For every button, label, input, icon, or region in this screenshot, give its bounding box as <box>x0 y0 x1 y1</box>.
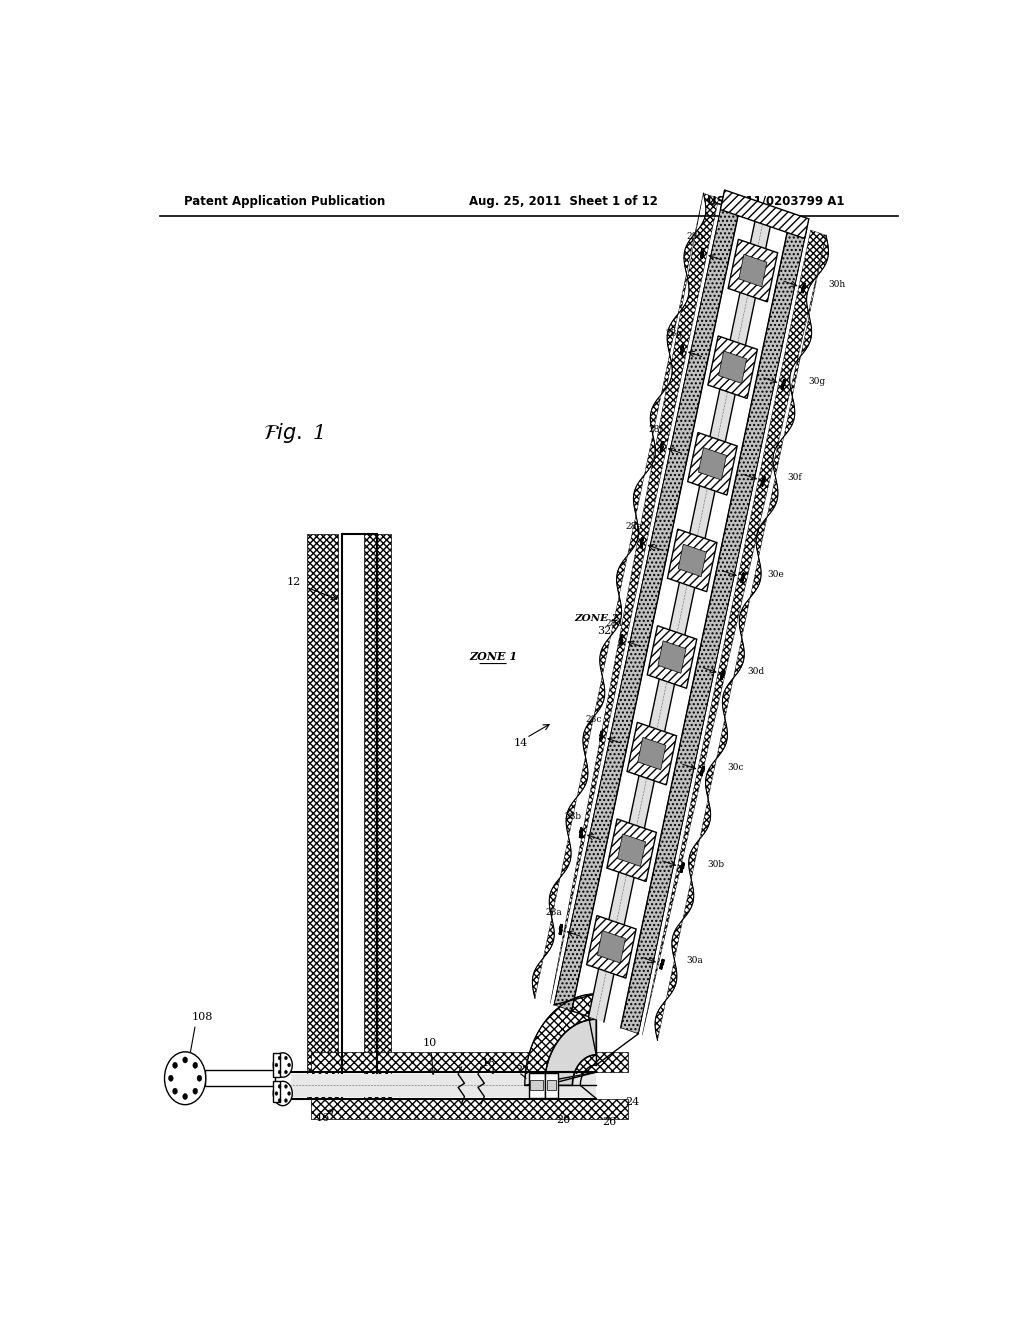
Bar <box>273 1053 280 1077</box>
Bar <box>310 1098 628 1119</box>
Circle shape <box>197 1076 202 1081</box>
Bar <box>273 1081 280 1102</box>
Bar <box>205 1071 274 1086</box>
Circle shape <box>173 1063 177 1068</box>
Text: 30c: 30c <box>727 763 743 772</box>
Text: 30e: 30e <box>768 570 784 579</box>
Polygon shape <box>668 529 717 591</box>
Circle shape <box>285 1085 288 1088</box>
Text: Patent Application Publication: Patent Application Publication <box>183 194 385 207</box>
Text: 28e: 28e <box>626 521 643 531</box>
Polygon shape <box>532 193 719 1003</box>
Circle shape <box>285 1071 288 1074</box>
Polygon shape <box>554 199 740 1011</box>
Text: 30h: 30h <box>828 280 846 289</box>
Text: 28f: 28f <box>648 425 663 434</box>
Circle shape <box>182 1057 187 1063</box>
Text: 10: 10 <box>423 1038 436 1048</box>
Text: 30a: 30a <box>687 957 703 965</box>
Polygon shape <box>627 722 677 785</box>
Circle shape <box>273 1053 292 1077</box>
Bar <box>306 535 338 1098</box>
Bar <box>546 1073 558 1097</box>
Text: 30d: 30d <box>748 667 765 676</box>
Polygon shape <box>621 223 807 1034</box>
Circle shape <box>165 1052 206 1105</box>
Text: 22: 22 <box>515 1065 529 1074</box>
Text: 20: 20 <box>556 1115 570 1125</box>
Polygon shape <box>589 211 772 1022</box>
Text: 28c: 28c <box>586 715 602 725</box>
Text: ZONE 2: ZONE 2 <box>574 614 620 623</box>
Circle shape <box>193 1088 198 1094</box>
Polygon shape <box>642 230 828 1040</box>
Polygon shape <box>617 834 646 866</box>
Circle shape <box>279 1056 281 1060</box>
Circle shape <box>169 1076 173 1081</box>
Polygon shape <box>587 916 636 978</box>
Bar <box>364 535 391 1098</box>
Polygon shape <box>597 931 626 964</box>
Polygon shape <box>698 447 726 480</box>
Text: Aug. 25, 2011  Sheet 1 of 12: Aug. 25, 2011 Sheet 1 of 12 <box>469 194 658 207</box>
Text: 108: 108 <box>191 1012 213 1022</box>
Polygon shape <box>524 994 596 1085</box>
Polygon shape <box>545 1019 596 1085</box>
Text: 30f: 30f <box>787 474 803 482</box>
Text: 28h: 28h <box>686 232 703 242</box>
Text: 14: 14 <box>514 738 528 748</box>
Circle shape <box>288 1063 291 1067</box>
Text: 24: 24 <box>625 1097 639 1106</box>
Text: 26: 26 <box>602 1117 616 1127</box>
Polygon shape <box>647 626 696 688</box>
Text: 18: 18 <box>482 1059 497 1068</box>
Text: 28d: 28d <box>605 619 623 627</box>
Text: US 2011/0203799 A1: US 2011/0203799 A1 <box>708 194 845 207</box>
Circle shape <box>193 1063 198 1068</box>
Bar <box>530 1080 543 1090</box>
Circle shape <box>173 1088 177 1094</box>
Text: 30b: 30b <box>707 859 724 869</box>
Circle shape <box>279 1085 281 1088</box>
Polygon shape <box>572 1055 596 1085</box>
Circle shape <box>285 1056 288 1060</box>
Circle shape <box>273 1081 292 1106</box>
Bar <box>310 1052 628 1072</box>
Polygon shape <box>638 738 666 770</box>
Bar <box>547 1080 556 1090</box>
Polygon shape <box>688 433 737 495</box>
Text: 32: 32 <box>597 626 611 636</box>
Text: 28b: 28b <box>565 812 582 821</box>
Text: ZONE 1: ZONE 1 <box>469 651 517 661</box>
Text: $\mathcal{F}$$\mathit{ig.}$ 1: $\mathcal{F}$$\mathit{ig.}$ 1 <box>263 421 324 445</box>
Polygon shape <box>678 544 707 577</box>
Text: 12: 12 <box>287 577 301 587</box>
Polygon shape <box>738 255 767 286</box>
Text: 28g: 28g <box>666 329 683 338</box>
Text: 16: 16 <box>315 1113 330 1123</box>
Text: 30g: 30g <box>808 376 825 385</box>
Text: 28a: 28a <box>545 908 562 917</box>
Circle shape <box>285 1098 288 1102</box>
Bar <box>291 1074 596 1097</box>
Polygon shape <box>719 351 746 383</box>
Polygon shape <box>658 640 686 673</box>
Polygon shape <box>607 818 656 882</box>
Polygon shape <box>708 335 758 399</box>
Circle shape <box>275 1063 278 1067</box>
Polygon shape <box>728 239 777 302</box>
Circle shape <box>182 1093 187 1100</box>
Circle shape <box>288 1092 291 1096</box>
Polygon shape <box>721 190 809 239</box>
Bar <box>528 1073 545 1097</box>
Circle shape <box>275 1092 278 1096</box>
Circle shape <box>279 1098 281 1102</box>
Circle shape <box>279 1071 281 1074</box>
